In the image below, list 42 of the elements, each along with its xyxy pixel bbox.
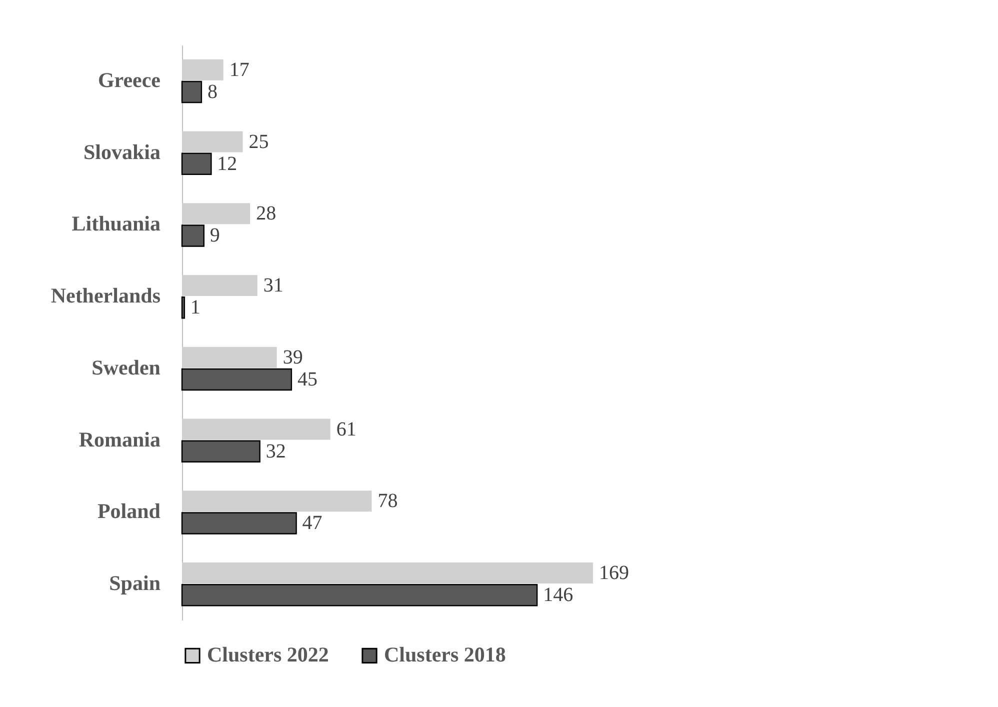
data-label: 28 [256, 202, 276, 225]
data-label: 8 [207, 80, 218, 103]
data-label: 17 [229, 58, 250, 81]
bar [182, 346, 277, 368]
bar [182, 418, 330, 440]
y-tick-label: Spain [109, 571, 161, 596]
bar [182, 131, 243, 152]
y-tick-label: Slovakia [83, 140, 161, 164]
bar [181, 224, 204, 247]
legend-label: Clusters 2022 [207, 642, 329, 667]
data-label: 78 [378, 490, 398, 512]
data-label: 39 [282, 346, 303, 368]
y-tick-label: Poland [97, 499, 161, 524]
data-label: 1 [190, 296, 200, 319]
bar [181, 80, 202, 104]
data-label: 169 [599, 562, 629, 584]
y-tick-label: Romania [78, 427, 161, 452]
data-label: 61 [336, 418, 356, 440]
bar [181, 512, 297, 534]
y-tick-label: Netherlands [50, 284, 160, 308]
bar [181, 584, 538, 606]
data-label: 47 [302, 512, 322, 534]
bar [182, 203, 250, 224]
bar [182, 490, 372, 512]
bar [182, 59, 224, 80]
data-label: 25 [248, 130, 269, 153]
y-tick-label: Sweden [92, 355, 161, 380]
bar [181, 296, 186, 319]
data-label: 45 [297, 368, 318, 390]
y-tick-label: Greece [98, 68, 160, 92]
data-label: 31 [263, 274, 284, 297]
bar [181, 152, 212, 175]
bar [181, 368, 292, 391]
bar [182, 275, 258, 296]
data-label: 146 [543, 584, 574, 606]
data-label: 12 [217, 152, 238, 175]
y-tick-label: Lithuania [72, 212, 161, 236]
bar [181, 440, 260, 462]
bar [182, 562, 593, 584]
legend-label: Clusters 2018 [384, 642, 506, 667]
data-label: 9 [210, 224, 220, 247]
data-label: 32 [266, 440, 286, 462]
